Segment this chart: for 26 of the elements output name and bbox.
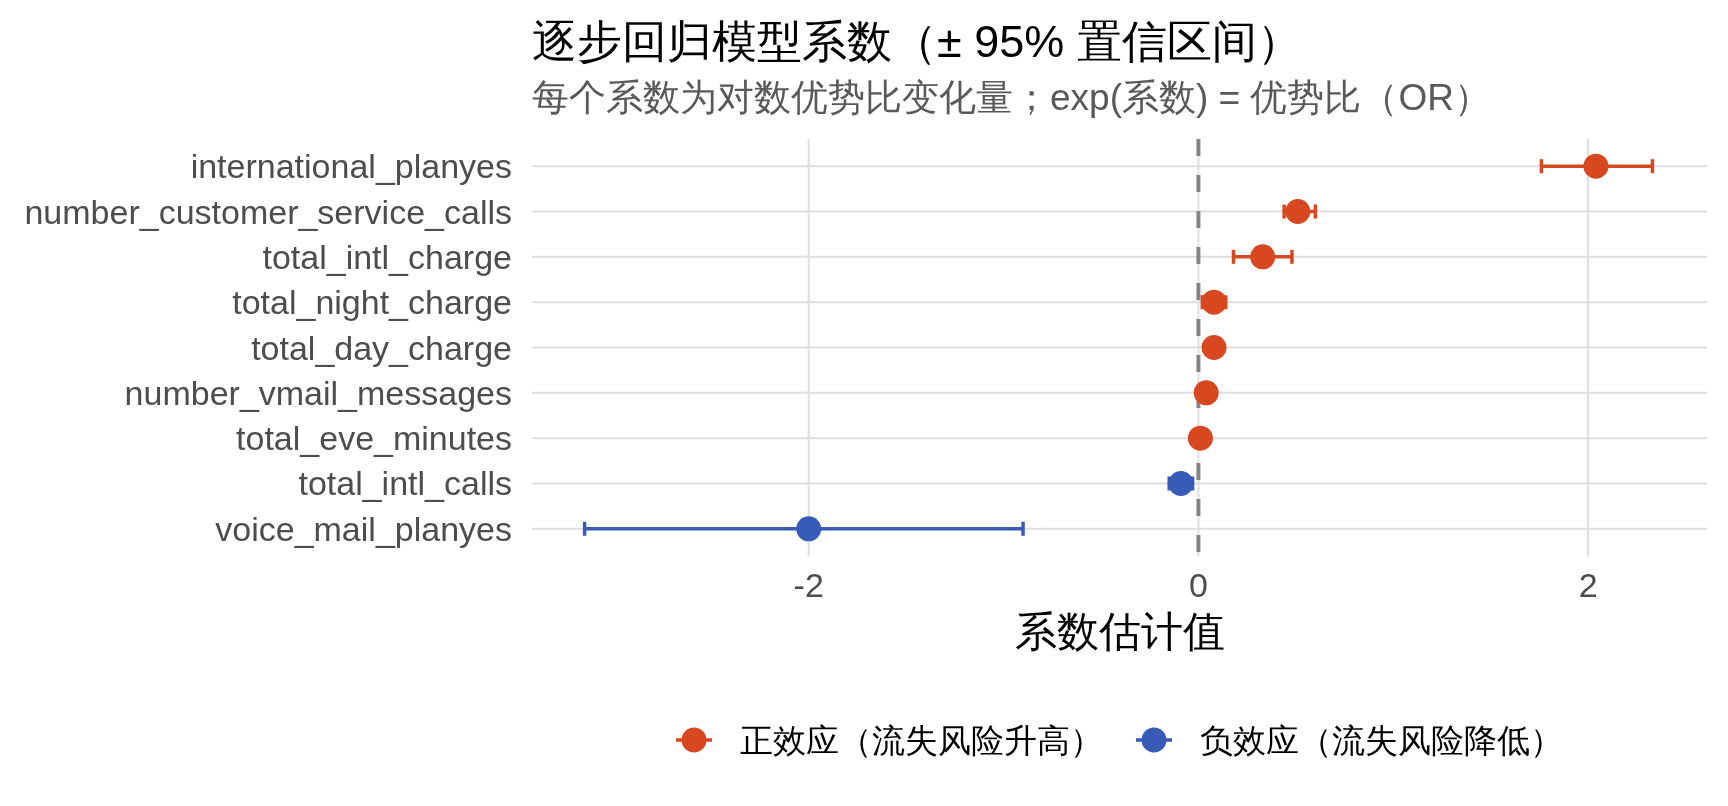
subtitle: 每个系数为对数优势比变化量；exp(系数) = 优势比（OR） — [532, 76, 1491, 118]
y-tick-label: number_customer_service_calls — [24, 192, 512, 231]
x-tick-label: 0 — [1188, 566, 1208, 604]
y-tick-label: voice_mail_planyes — [215, 509, 512, 548]
y-tick-label: international_planyes — [190, 147, 512, 186]
point — [1201, 335, 1227, 360]
legend-label: 正效应（流失风险升高） — [740, 721, 1103, 759]
point — [1193, 380, 1219, 406]
y-tick-label: total_night_charge — [232, 283, 512, 322]
title: 逐步回归模型系数（± 95% 置信区间） — [532, 15, 1302, 67]
point — [1583, 153, 1609, 179]
y-tick-label: number_vmail_messages — [124, 373, 512, 412]
x-tick-label: 2 — [1578, 566, 1598, 604]
xlabel: 系数估计值 — [1014, 607, 1225, 655]
legend-label: 负效应（流失风险降低） — [1200, 721, 1563, 759]
point — [1250, 244, 1276, 270]
point — [1201, 289, 1227, 315]
point — [1285, 199, 1311, 225]
point — [796, 516, 822, 542]
y-tick-label: total_intl_calls — [298, 464, 512, 503]
y-tick-label: total_eve_minutes — [236, 419, 512, 458]
y-tick-label: total_intl_charge — [262, 237, 512, 276]
x-tick-label: -2 — [793, 566, 824, 604]
point — [1187, 425, 1213, 451]
point — [1168, 470, 1194, 496]
y-tick-label: total_day_charge — [251, 328, 512, 367]
